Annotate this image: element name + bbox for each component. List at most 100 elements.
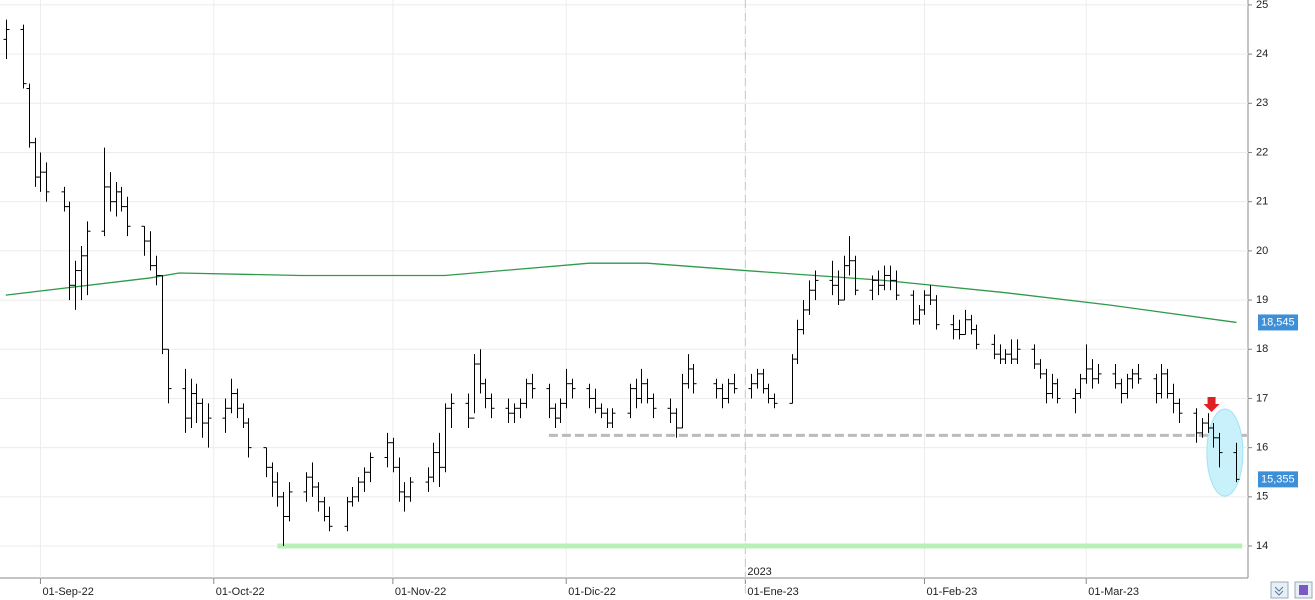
ohlc-bar [679,373,686,429]
ohlc-bar [1112,364,1119,389]
ohlc-bar [650,393,657,419]
ohlc-bar [713,378,720,399]
ohlc-bar [482,378,489,409]
ohlc-bar [407,477,414,502]
ohlc-bar [1095,364,1102,384]
moving-average [5,262,1237,324]
ohlc-bar [529,373,536,399]
year-label: 2023 [747,566,771,578]
ohlc-bar [205,403,212,448]
ohlc-bar [471,354,478,419]
ohlc-bar [182,368,189,433]
ohlc-bar [430,442,437,483]
ohlc-bar [638,368,645,404]
ohlc-bar [1077,373,1084,399]
y-tick-label: 15 [1256,491,1268,503]
ohlc-bar [667,398,674,424]
ohlc-bar [147,231,154,271]
ohlc-bar [66,201,73,301]
x-tick-label: 01-Sep-22 [42,586,93,598]
ohlc-bar [1233,442,1240,483]
ohlc-bar [384,432,391,468]
ohlc-bar [852,255,859,296]
ohlc-bar [465,393,472,428]
zoom-icon [1274,586,1284,596]
ohlc-bar [78,245,85,301]
ohlc-bar [199,398,206,438]
ohlc-bar [846,236,853,276]
ohlc-bar [118,186,125,212]
ohlc-bar [991,334,998,360]
ohlc-bar [765,383,772,404]
y-tick-label: 17 [1256,392,1268,404]
ohlc-bar [326,506,333,532]
ohlc-bar [263,447,270,478]
ohlc-bar [973,324,980,350]
ohlc-bar [771,393,778,409]
ohlc-bar [361,467,368,492]
x-tick-label: 01-Nov-22 [395,586,446,598]
ohlc-bar [557,398,564,424]
ohlc-bar [141,225,148,256]
ohlc-bar [245,418,252,458]
ohlc-bar [349,486,356,507]
ohlc-bar [609,408,616,428]
ohlc-bar [627,383,634,419]
ohlc-bar [1164,368,1171,399]
ohlc-bar [1210,423,1217,448]
ohlc-bar [563,368,570,409]
ohlc-bar [101,147,108,237]
ohlc-bar [72,260,79,310]
ohlc-bar [511,403,518,424]
y-tick-label: 20 [1256,245,1268,257]
ohlc-bar [754,368,761,389]
ohlc-bar [26,83,33,148]
ohlc-bar [286,482,293,522]
ohlc-bar [812,270,819,301]
ohlc-bar [962,309,969,336]
ohlc-bar [644,378,651,404]
ohlc-bar [436,432,443,487]
ohlc-bar [228,378,235,414]
ohlc-bar [1054,378,1061,404]
x-tick-label: 01-Feb-23 [926,586,977,598]
ohlc-bar [165,348,172,404]
ohlc-bar [835,270,842,305]
ohlc-bar [37,152,44,192]
ohlc-bar [1158,364,1165,399]
ohlc-bar [448,393,455,428]
ohlc-bar [806,280,813,315]
ohlc-bar [592,388,599,414]
ohlc-bar [234,388,241,419]
ohlc-bar [719,383,726,409]
ohlc-bar [893,270,900,301]
ohlc-bar [124,196,131,237]
x-tick-label: 01-Ene-23 [747,586,798,598]
ohlc-bar [800,300,807,335]
ohlc-bar [586,383,593,409]
ohlc-bar [159,274,166,355]
ohlc-bar [1216,432,1223,468]
ohlc-bar [794,319,801,365]
ohlc-bar [315,482,322,512]
price-label-box [1258,471,1298,488]
ohlc-bar [1014,339,1021,365]
ohlc-bar [3,19,10,60]
ohlc-bar [927,285,934,305]
ohlc-bar [869,275,876,301]
ohlc-bar [725,378,732,404]
ohlc-bar [20,24,27,89]
y-tick-label: 16 [1256,442,1268,454]
ohlc-bar [690,364,697,394]
y-tick-label: 24 [1256,48,1268,60]
y-tick-label: 25 [1256,0,1268,11]
ohlc-bar [1118,378,1125,404]
ohlc-bar [887,265,894,291]
ohlc-bar [442,403,449,473]
ohlc-bar [280,491,287,547]
ohlc-bar [1002,349,1009,365]
ohlc-bar [881,265,888,291]
ohlc-bar [829,260,836,296]
ohlc-bar [274,472,281,507]
ohlc-bar [84,221,91,296]
